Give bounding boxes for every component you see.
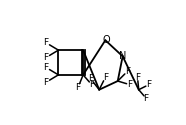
Text: F: F bbox=[44, 38, 49, 47]
Text: F: F bbox=[146, 80, 151, 89]
Text: F: F bbox=[144, 94, 149, 103]
Text: F: F bbox=[76, 83, 81, 92]
Text: F: F bbox=[135, 73, 140, 82]
Text: F: F bbox=[103, 73, 108, 82]
Text: F: F bbox=[44, 53, 49, 62]
Text: F: F bbox=[44, 63, 49, 72]
Text: F: F bbox=[128, 80, 133, 89]
Text: O: O bbox=[102, 35, 110, 45]
Text: F: F bbox=[125, 67, 130, 76]
Text: F: F bbox=[44, 78, 49, 87]
Text: F: F bbox=[88, 74, 93, 83]
Text: F: F bbox=[89, 80, 94, 89]
Text: N: N bbox=[119, 51, 127, 61]
